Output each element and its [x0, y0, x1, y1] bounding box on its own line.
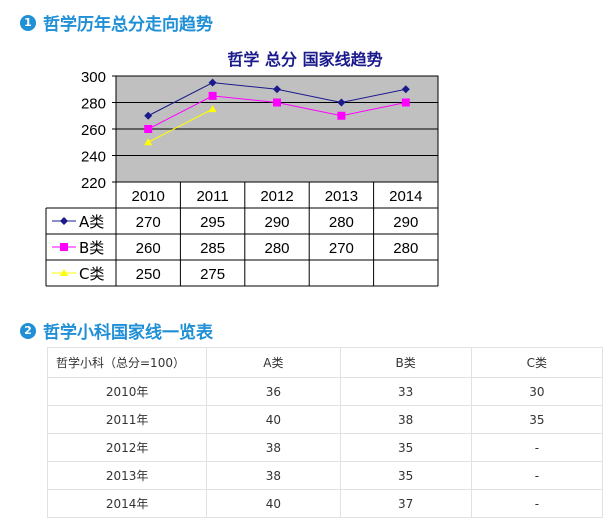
data-point — [208, 105, 217, 113]
section-heading-trend: 1 哲学历年总分走向趋势 — [20, 10, 213, 35]
data-label: 290 — [264, 214, 289, 231]
table-row: 2014年 40 37 - — [46, 489, 604, 518]
subject-score-table: 哲学小科（总分=100） A类 B类 C类 2010年 36 33 30 201… — [46, 347, 604, 518]
section-title: 哲学小科国家线一览表 — [43, 323, 213, 343]
data-label: 280 — [329, 214, 354, 231]
table-header-cell: A类 — [206, 347, 341, 378]
table-cell: 38 — [339, 405, 472, 434]
data-label: 260 — [136, 240, 161, 257]
x-tick-label: 2010 — [132, 188, 165, 205]
table-cell: 2010年 — [46, 377, 208, 406]
table-cell: 2012年 — [46, 433, 208, 462]
table-cell: 40 — [206, 405, 341, 434]
data-point — [208, 78, 217, 87]
y-tick-label: 300 — [81, 69, 106, 86]
table-row: 2011年 40 38 35 — [46, 405, 604, 434]
table-cell: 2011年 — [46, 405, 208, 434]
data-point — [273, 98, 281, 107]
legend-label: A类 — [79, 213, 104, 231]
table-cell: 35 — [339, 433, 472, 462]
data-point — [337, 111, 346, 120]
chart-title: 哲学 总分 国家线趋势 — [227, 50, 382, 69]
legend-marker — [60, 243, 68, 251]
table-cell: - — [470, 461, 604, 490]
data-point — [401, 85, 410, 94]
table-cell: - — [470, 489, 604, 518]
section-number-badge: 1 — [20, 14, 36, 31]
y-tick-label: 260 — [81, 122, 106, 139]
data-point — [144, 138, 153, 146]
data-point — [273, 85, 281, 94]
data-label: 285 — [200, 240, 225, 257]
legend-marker — [60, 269, 68, 276]
section-number-badge: 2 — [20, 322, 36, 339]
x-tick-label: 2013 — [325, 188, 358, 205]
table-row: 2013年 38 35 - — [46, 461, 604, 490]
data-label: 280 — [393, 240, 418, 257]
table-header-cell: 哲学小科（总分=100） — [46, 347, 208, 378]
table-cell: 38 — [206, 461, 341, 490]
legend-label: B类 — [79, 239, 104, 257]
data-label: 270 — [329, 240, 354, 257]
table-cell: - — [470, 433, 604, 462]
data-label: 275 — [200, 266, 225, 283]
data-label: 295 — [200, 214, 225, 231]
table-cell: 30 — [470, 377, 604, 406]
table-header-row: 哲学小科（总分=100） A类 B类 C类 — [46, 347, 604, 378]
table-cell: 35 — [470, 405, 604, 434]
table-cell: 38 — [206, 433, 341, 462]
y-tick-label: 220 — [81, 175, 106, 192]
trend-chart: 哲学 总分 国家线趋势 220 240 260 280 300 2010 2011 2012 20… — [45, 50, 439, 287]
data-point — [208, 91, 217, 100]
table-row: 2012年 38 35 - — [46, 433, 604, 462]
table-cell: 2013年 — [46, 461, 208, 490]
section-title: 哲学历年总分走向趋势 — [43, 15, 213, 35]
table-row: 2010年 36 33 30 — [46, 377, 604, 406]
data-label: 250 — [136, 266, 161, 283]
legend-label: C类 — [79, 265, 104, 283]
table-cell: 2014年 — [46, 489, 208, 518]
x-tick-label: 2011 — [196, 188, 228, 205]
table-cell: 37 — [339, 489, 472, 518]
series-line — [147, 108, 213, 143]
table-cell: 40 — [206, 489, 341, 518]
x-tick-label: 2014 — [389, 188, 422, 205]
table-cell: 35 — [339, 461, 472, 490]
data-label: 290 — [393, 214, 418, 231]
data-point — [144, 111, 153, 120]
legend-marker — [60, 217, 68, 225]
table-header-cell: C类 — [470, 347, 604, 378]
table-cell: 36 — [206, 377, 341, 406]
data-point — [337, 98, 346, 107]
y-tick-label: 280 — [81, 96, 106, 113]
x-tick-label: 2012 — [260, 188, 293, 205]
data-point — [401, 98, 410, 107]
data-label: 270 — [136, 214, 161, 231]
y-tick-label: 240 — [81, 149, 106, 166]
data-point — [144, 125, 153, 133]
table-cell: 33 — [339, 377, 472, 406]
section-heading-table: 2 哲学小科国家线一览表 — [20, 318, 213, 343]
table-header-cell: B类 — [339, 347, 472, 378]
data-label: 280 — [264, 240, 289, 257]
